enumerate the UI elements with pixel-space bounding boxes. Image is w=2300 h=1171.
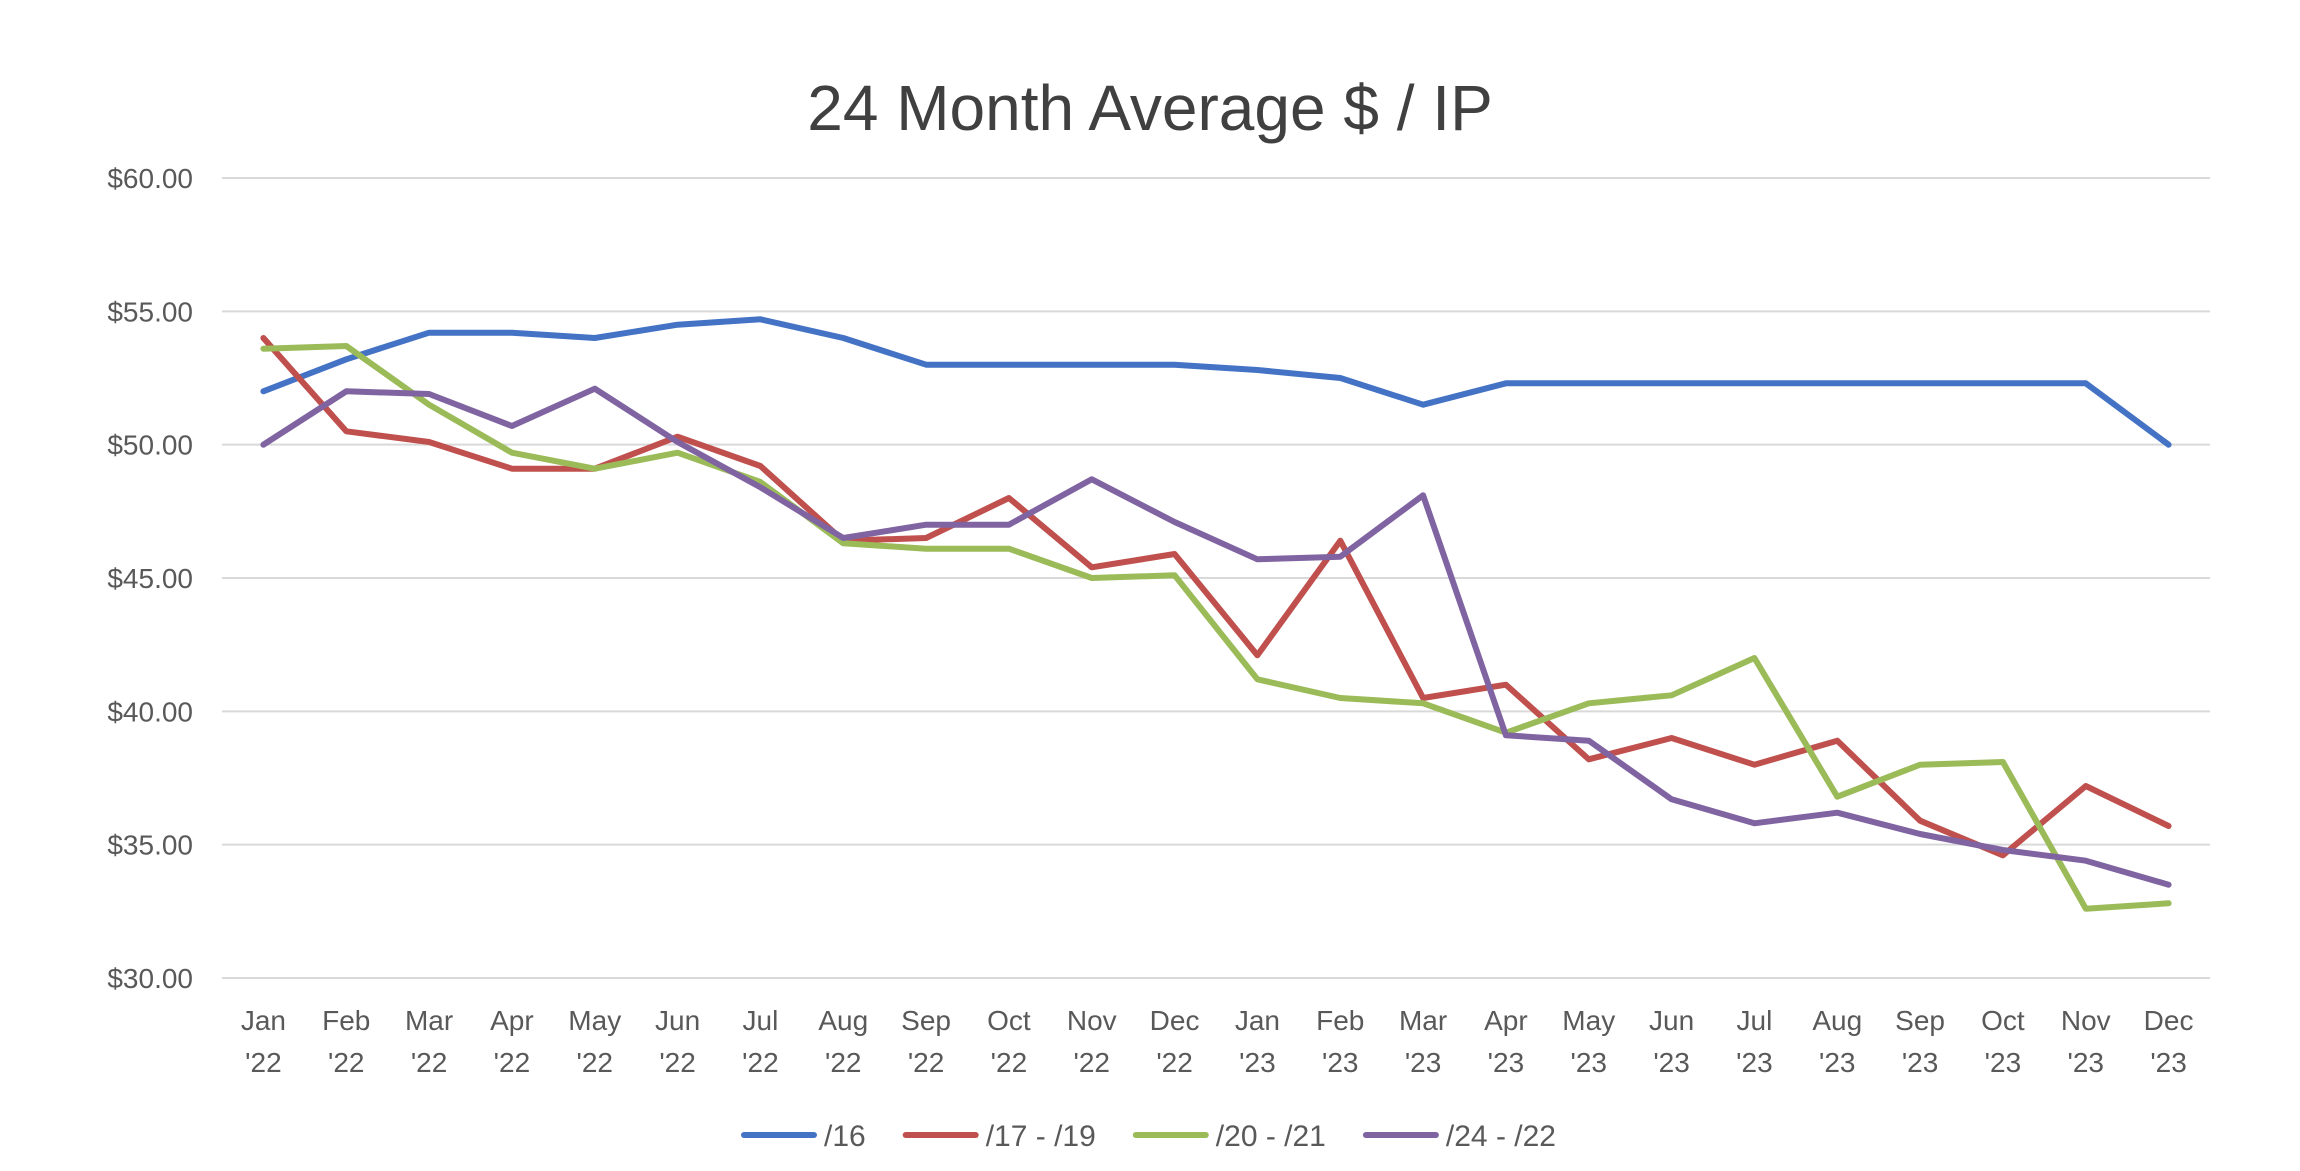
gridlines xyxy=(222,177,2210,979)
x-tick-label-month: Jan xyxy=(241,1005,286,1036)
x-tick-label-year: '22 xyxy=(494,1047,531,1078)
y-tick-label: $45.00 xyxy=(107,563,193,594)
x-tick-label-year: '23 xyxy=(1322,1047,1359,1078)
y-tick-label: $40.00 xyxy=(107,696,193,727)
x-tick-label-month: Jan xyxy=(1235,1005,1280,1036)
y-tick-label: $60.00 xyxy=(107,163,193,194)
x-axis-tick-labels: Jan '22 Feb '22 Mar '22 Apr '22 May '22 Jun '22 Jul '… xyxy=(241,1005,2194,1078)
x-tick-label-month: Aug xyxy=(1812,1005,1862,1036)
legend-item: /17 - /19 xyxy=(902,1120,1096,1153)
legend-item: /20 - /21 xyxy=(1132,1120,1326,1153)
x-tick-label-month: Apr xyxy=(490,1005,534,1036)
series-line-3 xyxy=(260,343,2172,912)
x-tick-label-month: May xyxy=(1562,1005,1615,1036)
y-tick-label: $55.00 xyxy=(107,296,193,327)
series-line-1 xyxy=(260,316,2172,448)
x-tick-label-month: Mar xyxy=(1399,1005,1447,1036)
legend-label: /17 - /19 xyxy=(986,1120,1096,1153)
x-tick-label-month: Aug xyxy=(818,1005,868,1036)
x-tick-label-year: '22 xyxy=(577,1047,614,1078)
x-tick-label-month: Oct xyxy=(987,1005,1031,1036)
x-tick-label-year: '22 xyxy=(908,1047,945,1078)
legend-label: /20 - /21 xyxy=(1216,1120,1326,1153)
chart-title: 24 Month Average $ / IP xyxy=(807,72,1493,144)
x-tick-label-month: Jun xyxy=(1649,1005,1694,1036)
y-tick-label: $35.00 xyxy=(107,830,193,861)
x-tick-label-year: '23 xyxy=(1819,1047,1856,1078)
x-tick-label-month: Nov xyxy=(1067,1005,1117,1036)
x-tick-label-month: Jun xyxy=(655,1005,700,1036)
x-tick-label-month: Jul xyxy=(1737,1005,1773,1036)
x-tick-label-month: Sep xyxy=(901,1005,951,1036)
x-tick-label-year: '23 xyxy=(1239,1047,1276,1078)
x-tick-label-month: Dec xyxy=(1150,1005,1200,1036)
x-tick-label-month: Feb xyxy=(322,1005,370,1036)
x-tick-label-year: '22 xyxy=(659,1047,696,1078)
x-tick-label-year: '23 xyxy=(1985,1047,2022,1078)
x-tick-label-month: Nov xyxy=(2061,1005,2111,1036)
legend-label: /16 xyxy=(824,1120,866,1153)
x-tick-label-year: '23 xyxy=(2150,1047,2187,1078)
legend-item: /16 xyxy=(741,1120,866,1153)
x-tick-label-month: Sep xyxy=(1895,1005,1945,1036)
x-tick-label-year: '22 xyxy=(991,1047,1028,1078)
x-tick-label-year: '23 xyxy=(1736,1047,1773,1078)
x-tick-label-year: '23 xyxy=(1405,1047,1442,1078)
legend-label: /24 - /22 xyxy=(1446,1120,1556,1153)
series-line-4 xyxy=(260,385,2172,888)
x-tick-label-year: '23 xyxy=(1902,1047,1939,1078)
x-tick-label-month: May xyxy=(568,1005,621,1036)
y-tick-label: $30.00 xyxy=(107,963,193,994)
x-tick-label-month: Dec xyxy=(2144,1005,2194,1036)
x-tick-label-year: '23 xyxy=(1571,1047,1608,1078)
x-tick-label-year: '23 xyxy=(1653,1047,1690,1078)
series-lines xyxy=(260,316,2172,912)
x-tick-label-month: Feb xyxy=(1316,1005,1364,1036)
x-tick-label-year: '22 xyxy=(245,1047,282,1078)
legend-item: /24 - /22 xyxy=(1362,1120,1556,1153)
x-tick-label-year: '23 xyxy=(1488,1047,1525,1078)
x-tick-label-month: Jul xyxy=(743,1005,779,1036)
x-tick-label-year: '22 xyxy=(1156,1047,1193,1078)
y-tick-label: $50.00 xyxy=(107,430,193,461)
x-tick-label-year: '22 xyxy=(1074,1047,1111,1078)
x-tick-label-year: '22 xyxy=(411,1047,448,1078)
x-tick-label-year: '23 xyxy=(2068,1047,2105,1078)
x-tick-label-year: '22 xyxy=(825,1047,862,1078)
legend: /16/17 - /19/20 - /21/24 - /22 xyxy=(741,1120,1556,1153)
x-tick-label-year: '22 xyxy=(742,1047,779,1078)
x-tick-label-year: '22 xyxy=(328,1047,365,1078)
x-tick-label-month: Mar xyxy=(405,1005,453,1036)
x-tick-label-month: Oct xyxy=(1981,1005,2025,1036)
x-tick-label-month: Apr xyxy=(1484,1005,1528,1036)
y-axis-tick-labels: $60.00 $55.00 $50.00 $45.00 $40.00 $35.00 $30.… xyxy=(107,163,193,994)
